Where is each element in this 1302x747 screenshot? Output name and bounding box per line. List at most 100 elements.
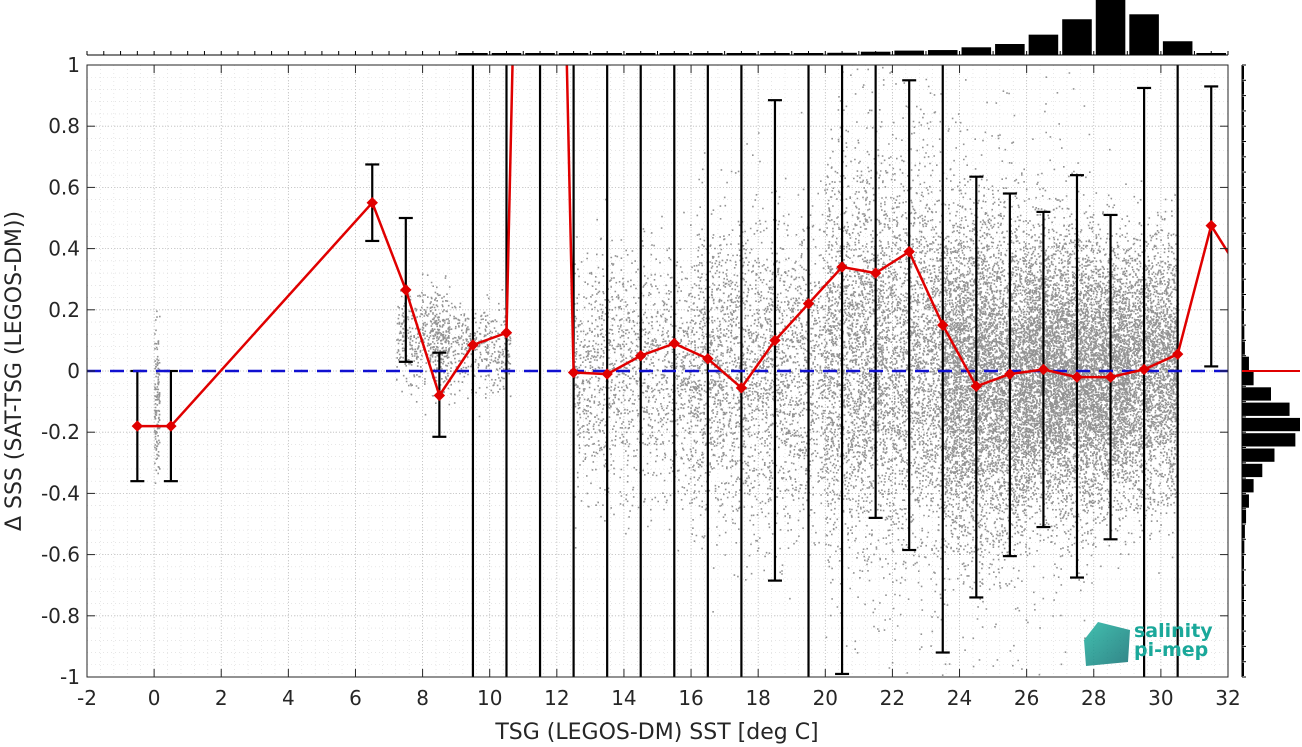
top-hist-bar (860, 51, 891, 55)
bin-mean-point-2 (366, 196, 378, 209)
x-tick-label: 8 (416, 686, 429, 710)
bin-mean-point-1 (165, 420, 177, 432)
x-tick-label: 26 (1014, 686, 1039, 710)
right-hist-bar (1242, 479, 1254, 493)
right-hist-bar (1242, 280, 1244, 294)
bin-mean-point-24 (1104, 371, 1117, 383)
y-tick-label: -0.2 (41, 420, 80, 444)
bin-mean-point-14 (769, 334, 781, 347)
bin-mean-point-23 (1071, 371, 1083, 383)
right-hist-bar (1242, 540, 1245, 554)
bin-mean-point-17 (869, 267, 882, 279)
right-hist-bar (1242, 203, 1244, 217)
right-hist-bar (1242, 601, 1244, 615)
error-bar-25 (1137, 86, 1152, 677)
right-hist-bar (1242, 96, 1244, 110)
top-hist-bar (827, 52, 857, 55)
bin-mean-point-15 (802, 297, 815, 310)
top-hist-bar (1062, 19, 1092, 55)
top-hist-bar (525, 53, 555, 55)
y-tick-label: 0.2 (48, 298, 80, 322)
top-hist-bar (894, 50, 924, 55)
x-tick-label: 22 (880, 686, 905, 710)
bin-mean-point-11 (668, 337, 680, 350)
error-bar-18 (902, 79, 917, 552)
right-hist-bar (1242, 525, 1245, 539)
salinity-pi-mep-logo: salinity pi-mep (1084, 620, 1213, 666)
right-hist-bar (1242, 111, 1244, 126)
top-hist-bar (1196, 53, 1226, 55)
bin-mean-point-18 (903, 245, 915, 258)
bin-mean-point-3 (400, 284, 412, 296)
top-hist-bar (558, 53, 589, 55)
right-hist-bar (1242, 219, 1244, 233)
x-axis-label: TSG (LEGOS-DM) SST [deg C] (494, 720, 818, 745)
right-hist-bar (1242, 326, 1245, 340)
x-tick-label: 2 (215, 686, 228, 710)
right-hist-bar (1242, 662, 1244, 676)
top-hist-bar (1095, 0, 1126, 55)
right-hist-bar (1242, 448, 1275, 462)
logo-cube-icon (1084, 622, 1130, 666)
right-hist-bar (1242, 387, 1271, 401)
x-axis-ticks: -2 0 2 4 6 8 10 12 14 16 18 20 22 24 26 28 30 32 (77, 65, 1241, 710)
right-hist-bar (1242, 341, 1245, 355)
x-tick-label: 10 (477, 686, 502, 710)
y-tick-label: -1 (60, 665, 80, 689)
y-axis-ticks: -1 -0.8 -0.6 -0.4 -0.2 0 0.2 0.4 0.6 0.8 1 (41, 53, 1228, 689)
top-hist-bar (793, 53, 824, 55)
top-hist-bar (592, 53, 622, 55)
top-hist-bar (458, 53, 488, 55)
y-tick-label: 0.6 (48, 175, 80, 199)
x-tick-label: 12 (544, 686, 569, 710)
y-tick-label: 0 (67, 359, 80, 383)
right-hist-bar (1242, 570, 1244, 585)
bin-mean-markers (131, 196, 1217, 432)
x-tick-label: 30 (1148, 686, 1173, 710)
x-tick-label: 14 (611, 686, 636, 710)
top-hist-bar (659, 53, 690, 55)
bin-mean-point-16 (836, 261, 848, 273)
bin-mean-point-12 (702, 353, 714, 365)
right-hist-bar (1242, 372, 1254, 386)
x-tick-label: 0 (148, 686, 161, 710)
right-hist-bar (1242, 310, 1244, 325)
top-hist-bar (995, 44, 1025, 55)
y-tick-label: 0.4 (48, 237, 80, 261)
right-hist-bar (1242, 81, 1244, 95)
right-hist-bar (1242, 127, 1244, 141)
right-hist-bar (1242, 142, 1244, 156)
right-hist-bar (1242, 249, 1244, 263)
logo-line2: pi-mep (1134, 639, 1208, 661)
bin-mean-point-6 (500, 327, 513, 339)
x-tick-label: 4 (282, 686, 295, 710)
x-tick-label: -2 (77, 686, 97, 710)
bin-mean-point-0 (131, 420, 144, 432)
bin-mean-point-9 (601, 368, 613, 380)
error-bar-16 (835, 65, 850, 676)
x-tick-label: 32 (1215, 686, 1240, 710)
sst-histogram (86, 0, 1229, 56)
top-hist-bar (726, 53, 757, 55)
bin-mean-point-5 (467, 339, 479, 351)
right-hist-bar (1242, 647, 1244, 661)
right-hist-bar (1242, 463, 1263, 478)
y-tick-label: 0.8 (48, 114, 80, 138)
top-hist-bar (760, 53, 790, 55)
right-hist-bar (1242, 173, 1244, 187)
x-tick-label: 18 (745, 686, 770, 710)
right-hist-bar (1242, 616, 1244, 631)
right-hist-bar (1242, 188, 1244, 202)
bin-mean-point-20 (970, 380, 983, 393)
right-hist-bar (1242, 157, 1244, 172)
top-hist-bar (961, 47, 992, 55)
x-tick-label: 28 (1081, 686, 1106, 710)
right-hist-bar (1242, 402, 1290, 416)
top-hist-bar (693, 53, 723, 55)
bin-mean-point-19 (937, 319, 949, 331)
bin-mean-point-8 (567, 366, 580, 379)
right-hist-bar (1242, 234, 1244, 248)
right-hist-bar (1242, 555, 1244, 569)
right-hist-bar (1242, 509, 1247, 523)
y-tick-label: 1 (67, 53, 80, 77)
